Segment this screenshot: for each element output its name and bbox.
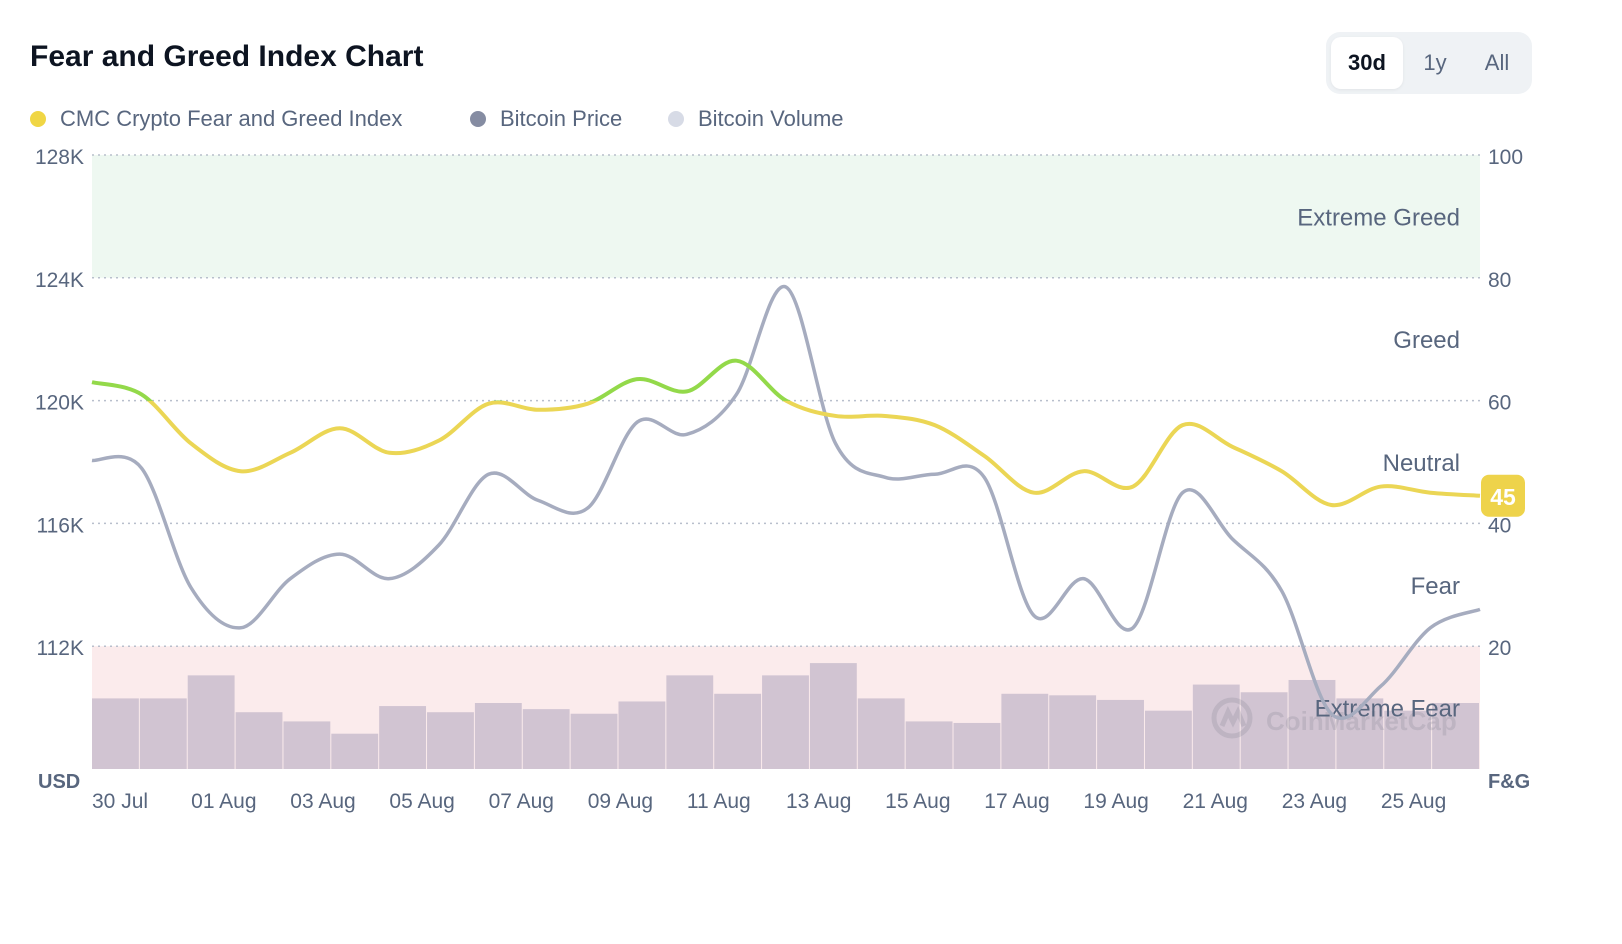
legend-bitcoin-price[interactable]: Bitcoin Price xyxy=(470,104,622,134)
volume-bar xyxy=(1192,684,1240,769)
volume-bar xyxy=(427,712,474,769)
volume-bar xyxy=(1001,693,1049,769)
legend-bitcoin-price-label: Bitcoin Price xyxy=(500,106,623,131)
left-axis-ticks: 128K 124K 120K 116K 112K xyxy=(35,146,84,660)
volume-bar xyxy=(1049,695,1097,769)
volume-bar xyxy=(953,722,1001,769)
left-tick-label: 116K xyxy=(37,514,85,537)
volume-bar xyxy=(618,701,666,769)
right-tick-label: 100 xyxy=(1488,146,1523,169)
right-tick-label: 60 xyxy=(1488,392,1511,415)
x-tick-label: 03 Aug xyxy=(290,790,355,813)
legend-bitcoin-volume-dot xyxy=(668,111,684,127)
x-tick-label: 07 Aug xyxy=(489,790,554,813)
left-tick-label: 120K xyxy=(35,392,84,415)
x-tick-label: 11 Aug xyxy=(687,790,751,813)
zone-label: Greed xyxy=(1393,327,1460,354)
x-tick-label: 15 Aug xyxy=(885,790,950,813)
volume-bar xyxy=(379,706,427,769)
range-30d-button[interactable]: 30d xyxy=(1331,37,1403,89)
badge-value: 45 xyxy=(1490,484,1516,510)
volume-bar xyxy=(1432,702,1479,769)
right-axis-label: F&G xyxy=(1488,771,1530,793)
volume-bar xyxy=(905,721,953,769)
legend-fear-greed[interactable]: CMC Crypto Fear and Greed Index xyxy=(30,104,402,134)
legend-bitcoin-volume-label: Bitcoin Volume xyxy=(698,106,844,131)
volume-bar xyxy=(809,663,857,769)
volume-bar xyxy=(92,698,139,769)
bitcoin-price-line xyxy=(91,285,1481,721)
fear-greed-line xyxy=(91,358,1481,508)
left-tick-label: 112K xyxy=(37,637,85,660)
x-tick-label: 25 Aug xyxy=(1381,790,1446,813)
x-tick-label: 19 Aug xyxy=(1083,790,1148,813)
volume-bar xyxy=(1288,679,1336,769)
volume-bar xyxy=(1097,699,1144,769)
volume-bar xyxy=(331,733,379,769)
volume-bar xyxy=(522,709,570,769)
x-tick-label: 05 Aug xyxy=(389,790,454,813)
right-axis-ticks: 100 80 60 40 20 xyxy=(1488,146,1523,660)
legend-bitcoin-price-dot xyxy=(470,111,486,127)
series-lines xyxy=(91,285,1481,721)
left-axis-label: USD xyxy=(38,771,80,793)
volume-bar xyxy=(474,702,522,769)
zone-label: Fear xyxy=(1411,573,1460,600)
volume-bar xyxy=(570,713,618,769)
x-tick-label: 30 Jul xyxy=(92,790,148,813)
legend-fear-greed-dot xyxy=(30,111,46,127)
volume-bar xyxy=(1144,710,1192,769)
volume-bar xyxy=(666,675,714,769)
volume-bar xyxy=(139,698,187,769)
x-axis-ticks: 30 Jul 01 Aug 03 Aug 05 Aug 07 Aug 09 Aug 11 A… xyxy=(92,790,1446,813)
range-all-button[interactable]: All xyxy=(1484,50,1510,75)
right-tick-label: 40 xyxy=(1488,514,1511,537)
current-value-badge: 45 xyxy=(1481,474,1525,517)
volume-bars xyxy=(92,663,1479,769)
coinmarketcap-logo-icon xyxy=(1211,697,1253,739)
volume-bar xyxy=(187,675,235,769)
volume-bar xyxy=(1336,698,1384,769)
volume-bar xyxy=(1240,692,1288,769)
volume-bar xyxy=(762,675,809,769)
zone-label: Extreme Greed xyxy=(1297,204,1460,231)
x-tick-label: 09 Aug xyxy=(588,790,653,813)
left-tick-label: 124K xyxy=(35,269,84,292)
volume-bar xyxy=(235,712,283,769)
x-tick-label: 23 Aug xyxy=(1282,790,1347,813)
watermark-text: CoinMarketCap xyxy=(1266,706,1457,736)
left-tick-label: 128K xyxy=(35,146,84,169)
legend-bitcoin-volume[interactable]: Bitcoin Volume xyxy=(668,104,844,134)
right-tick-label: 80 xyxy=(1488,269,1511,292)
volume-bar xyxy=(857,698,905,769)
chart-title: Fear and Greed Index Chart xyxy=(30,40,424,73)
legend-fear-greed-label: CMC Crypto Fear and Greed Index xyxy=(60,106,403,131)
zone-label: Neutral xyxy=(1383,450,1460,477)
volume-bar xyxy=(283,721,331,769)
x-tick-label: 17 Aug xyxy=(984,790,1049,813)
badge-background xyxy=(1481,474,1525,517)
x-tick-label: 01 Aug xyxy=(191,790,256,813)
right-tick-label: 20 xyxy=(1488,637,1511,660)
volume-bar xyxy=(714,693,762,769)
range-1y-button[interactable]: 1y xyxy=(1423,50,1447,75)
coinmarketcap-watermark: CoinMarketCap xyxy=(1211,697,1457,739)
time-range-selector: 30d 1y All xyxy=(1326,32,1532,94)
x-tick-label: 13 Aug xyxy=(786,790,851,813)
volume-bar xyxy=(1384,710,1432,769)
x-tick-label: 21 Aug xyxy=(1183,790,1248,813)
extreme-greed-band xyxy=(92,155,1480,278)
